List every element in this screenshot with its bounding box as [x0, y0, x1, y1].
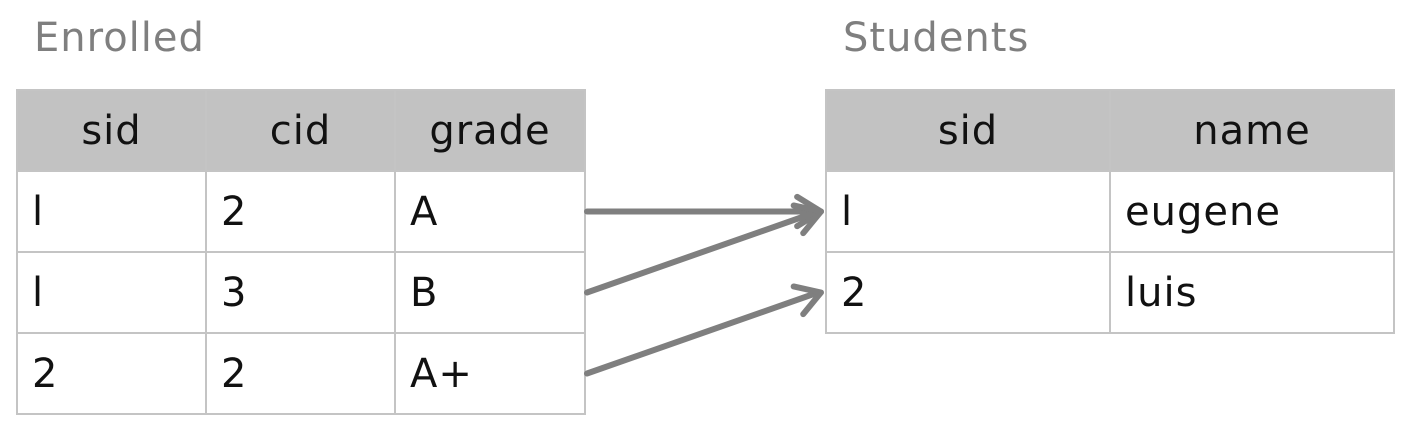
enrolled-cell-grade: B [394, 251, 586, 334]
arrow-shaft [584, 208, 821, 296]
students-cell-sid: 2 [825, 251, 1111, 334]
enrolled-cell-grade: A [394, 170, 586, 253]
table-row: 2 luis [825, 251, 1395, 334]
enrolled-cell-cid: 3 [205, 251, 396, 334]
arrow-2 [584, 202, 824, 296]
enrolled-cell-grade: A+ [394, 332, 586, 415]
enrolled-table-title: Enrolled [34, 15, 205, 61]
enrolled-cell-sid: l [16, 251, 207, 334]
arrow-head [790, 283, 824, 318]
enrolled-cell-sid: 2 [16, 332, 207, 415]
students-table: sid name l eugene 2 luis [825, 89, 1395, 334]
table-row: l eugene [825, 170, 1395, 253]
arrow-head [790, 202, 824, 237]
table-row: 2 2 A+ [16, 332, 586, 415]
students-cell-name: luis [1109, 251, 1395, 334]
students-table-title: Students [843, 15, 1030, 61]
enrolled-cell-cid: 2 [205, 170, 396, 253]
enrolled-cell-sid: l [16, 170, 207, 253]
students-col-name: name [1109, 89, 1395, 172]
enrolled-table: sid cid grade l 2 A l 3 B 2 2 A+ [16, 89, 586, 415]
arrow-shaft [584, 289, 821, 377]
students-cell-sid: l [825, 170, 1111, 253]
enrolled-col-cid: cid [205, 89, 396, 172]
students-cell-name: eugene [1109, 170, 1395, 253]
table-row: l 3 B [16, 251, 586, 334]
enrolled-cell-cid: 2 [205, 332, 396, 415]
enrolled-col-grade: grade [394, 89, 586, 172]
enrolled-header-row: sid cid grade [16, 89, 586, 172]
enrolled-col-sid: sid [16, 89, 207, 172]
students-col-sid: sid [825, 89, 1111, 172]
students-header-row: sid name [825, 89, 1395, 172]
arrow-3 [584, 283, 824, 377]
table-row: l 2 A [16, 170, 586, 253]
